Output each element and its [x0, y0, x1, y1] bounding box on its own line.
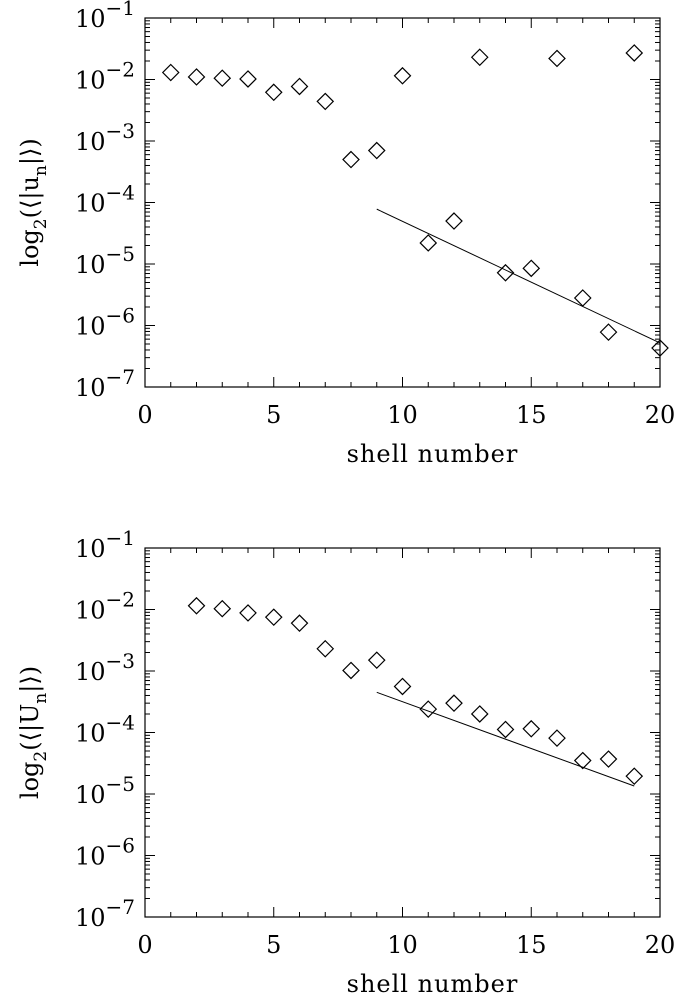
y-tick-label: 10−5 — [75, 772, 135, 809]
data-point — [523, 260, 539, 276]
y-tick-label: 10−4 — [75, 181, 135, 218]
data-point — [575, 753, 591, 769]
y-tick-label: 10−5 — [75, 242, 135, 279]
data-point — [626, 768, 642, 784]
x-tick-label: 10 — [387, 931, 418, 959]
chart-panel-1: 0 5 10 15 20 10−1 10−2 10−3 10−4 10−5 10−6 10−7 shel… — [16, 0, 675, 468]
data-point — [523, 721, 539, 737]
x-tick-label: 0 — [137, 931, 152, 959]
data-point — [266, 609, 282, 625]
y-tick-label: 10−7 — [75, 365, 135, 402]
chart-panel-2: 0 5 10 15 20 10−1 10−2 10−3 10−4 10−5 10−6 10−7 shel… — [16, 526, 675, 998]
y-axis-label: log2(⟨|Un|⟩) — [16, 666, 51, 799]
y-tick-label: 10−1 — [75, 0, 135, 33]
data-point — [163, 64, 179, 80]
x-tick-label: 20 — [645, 931, 676, 959]
y-tick-label: 10−1 — [75, 526, 135, 563]
data-point — [369, 143, 385, 159]
data-point — [472, 706, 488, 722]
x-tick-label: 15 — [516, 931, 547, 959]
data-point — [214, 601, 230, 617]
data-point — [292, 78, 308, 94]
x-tick-label: 0 — [137, 401, 152, 429]
y-tick-label: 10−6 — [75, 304, 135, 341]
data-point — [420, 235, 436, 251]
y-tick-label: 10−3 — [75, 649, 135, 686]
fit-line — [377, 692, 635, 786]
data-point — [266, 84, 282, 100]
data-point — [472, 49, 488, 65]
data-point — [240, 605, 256, 621]
data-point — [317, 93, 333, 109]
y-tick-label: 10−2 — [75, 58, 135, 95]
data-point — [292, 615, 308, 631]
data-point — [343, 152, 359, 168]
x-axis-label: shell number — [347, 440, 519, 468]
fit-line — [377, 209, 660, 343]
data-point — [395, 678, 411, 694]
data-point — [601, 751, 617, 767]
data-point — [240, 71, 256, 87]
x-tick-label: 10 — [387, 401, 418, 429]
data-point — [446, 695, 462, 711]
data-point — [549, 50, 565, 66]
y-tick-label: 10−2 — [75, 588, 135, 625]
data-point — [317, 641, 333, 657]
data-point — [549, 730, 565, 746]
data-point — [214, 70, 230, 86]
x-axis-label: shell number — [347, 970, 519, 998]
y-tick-label: 10−3 — [75, 119, 135, 156]
data-point — [626, 45, 642, 61]
x-tick-label: 5 — [266, 401, 281, 429]
data-point — [395, 68, 411, 84]
y-tick-label: 10−4 — [75, 711, 135, 748]
x-tick-label: 5 — [266, 931, 281, 959]
y-tick-label: 10−6 — [75, 834, 135, 871]
plot-frame — [145, 548, 660, 917]
data-point — [369, 652, 385, 668]
x-tick-label: 15 — [516, 401, 547, 429]
data-point — [601, 324, 617, 340]
x-tick-label: 20 — [645, 401, 676, 429]
y-axis-label: log2(⟨|un|⟩) — [16, 138, 51, 266]
data-point — [189, 598, 205, 614]
data-point — [498, 721, 514, 737]
plot-frame — [145, 18, 660, 387]
data-point — [343, 662, 359, 678]
y-tick-label: 10−7 — [75, 895, 135, 932]
data-point — [189, 69, 205, 85]
data-point — [446, 213, 462, 229]
